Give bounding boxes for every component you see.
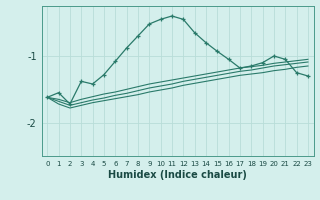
X-axis label: Humidex (Indice chaleur): Humidex (Indice chaleur) (108, 170, 247, 180)
